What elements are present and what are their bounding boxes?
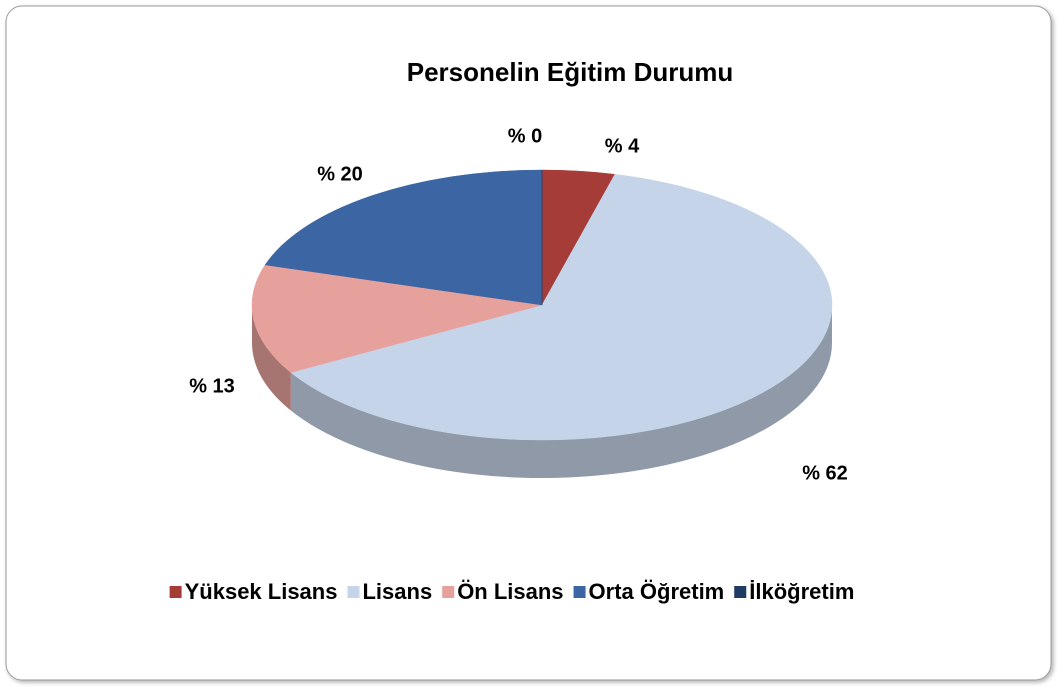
data-label: % 62	[802, 462, 848, 484]
legend-marker	[734, 586, 747, 598]
data-label: % 20	[317, 163, 363, 185]
legend-label: Ön Lisans	[457, 579, 563, 604]
legend: Yüksek Lisans Lisans Ön Lisans Orta Öğretim…	[169, 579, 854, 604]
pie-side	[290, 305, 833, 479]
legend-label: İlköğretim	[749, 579, 854, 604]
legend-marker	[347, 586, 360, 598]
legend-marker	[169, 586, 182, 598]
data-label: % 0	[508, 125, 542, 147]
legend-label: Lisans	[362, 579, 432, 604]
data-label: % 4	[605, 135, 640, 157]
chart-title: Personelin Eğitim Durumu	[407, 57, 734, 87]
legend-label: Orta Öğretim	[589, 579, 725, 604]
pie-slice	[251, 264, 543, 373]
pie-slice	[290, 174, 833, 441]
pie-side	[252, 305, 291, 411]
legend-label: Yüksek Lisans	[185, 579, 338, 604]
pie-slice	[264, 169, 543, 306]
data-label: % 13	[189, 375, 235, 397]
legend-marker	[573, 586, 586, 598]
legend-marker	[442, 586, 455, 598]
